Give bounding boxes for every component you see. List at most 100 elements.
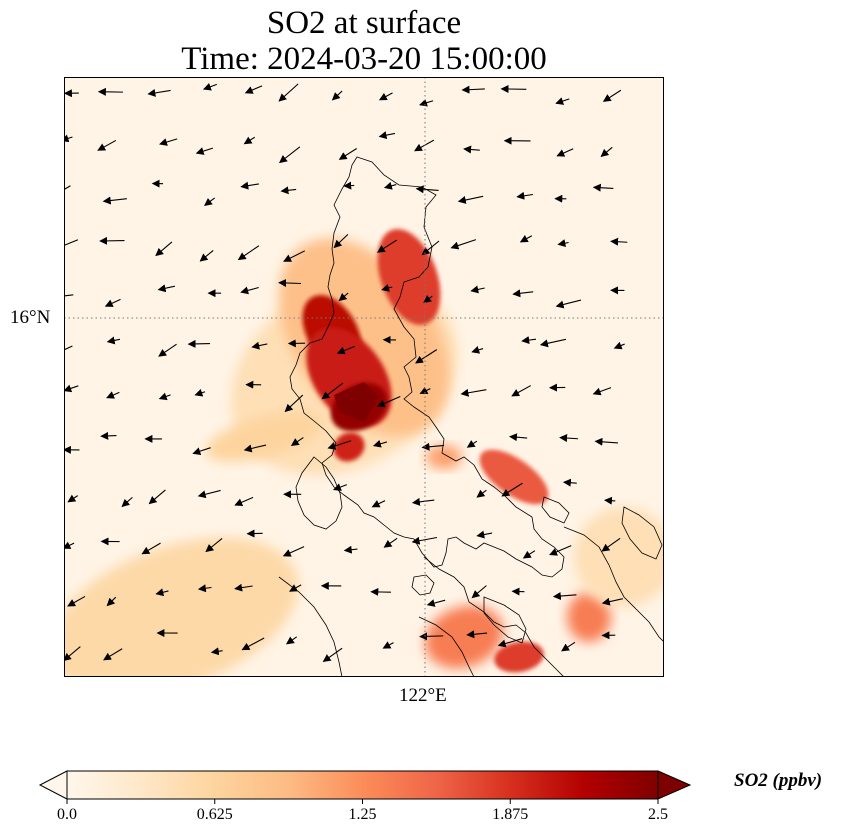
so2-plume: [205, 412, 323, 462]
wind-arrow: [321, 382, 344, 400]
wind-arrow: [419, 386, 431, 394]
colorbar-extend-low: [38, 770, 68, 800]
wind-arrow: [67, 494, 79, 503]
wind-arrow: [463, 145, 480, 154]
wind-arrow: [102, 196, 127, 205]
wind-arrow: [343, 181, 355, 190]
wind-arrow: [64, 646, 81, 662]
map-title-line1: SO2 at surface: [266, 5, 462, 41]
wind-arrow: [414, 139, 435, 152]
wind-arrow: [378, 131, 396, 140]
coastline-island-d: [418, 616, 475, 677]
wind-arrow: [411, 536, 438, 545]
wind-arrow: [423, 295, 433, 304]
wind-arrow: [204, 197, 215, 207]
wind-arrow: [471, 346, 484, 354]
wind-arrow: [476, 489, 487, 498]
wind-arrow: [197, 584, 212, 593]
latitude-tick-label: 16°N: [10, 307, 51, 328]
so2-plume: [425, 605, 503, 669]
wind-arrow: [333, 233, 349, 249]
wind-arrow: [331, 90, 343, 101]
coastline-peninsula: [423, 556, 565, 677]
wind-arrow: [602, 89, 622, 102]
wind-arrow: [509, 433, 528, 442]
wind-arrow: [147, 88, 171, 97]
wind-arrow: [64, 185, 71, 191]
wind-arrow: [600, 146, 613, 158]
wind-arrow: [511, 385, 531, 397]
wind-arrow: [106, 391, 120, 399]
so2-plume: [333, 432, 365, 462]
wind-arrow: [613, 341, 625, 350]
coastline-island-a: [411, 574, 435, 596]
coastline-island-f: [541, 496, 570, 524]
wind-arrow: [383, 181, 397, 190]
wind-arrow: [461, 85, 485, 94]
wind-arrow: [476, 530, 493, 539]
wind-arrow: [562, 478, 577, 487]
wind-arrow: [243, 444, 267, 453]
wind-arrow: [421, 442, 445, 451]
wind-arrow: [450, 239, 477, 250]
wind-arrow: [601, 597, 623, 606]
wind-arrow: [522, 550, 536, 559]
wind-arrow: [604, 496, 616, 505]
wind-arrow: [338, 292, 349, 302]
wind-arrow: [471, 585, 487, 599]
wind-arrow: [64, 134, 73, 143]
wind-arrow: [559, 434, 579, 443]
wind-arrow: [557, 239, 569, 248]
wind-arrow: [106, 596, 117, 607]
wind-arrow: [378, 92, 393, 101]
wind-arrow: [251, 341, 268, 350]
colorbar: [38, 770, 692, 804]
wind-arrow: [104, 298, 121, 307]
wind-arrow: [148, 489, 166, 505]
wind-arrow: [470, 285, 485, 294]
wind-arrow: [601, 537, 621, 552]
wind-arrow: [519, 235, 533, 243]
wind-arrow: [411, 497, 435, 506]
coastline-island-g: [621, 506, 663, 560]
wind-arrow: [279, 146, 301, 164]
wind-arrow: [197, 489, 221, 499]
wind-arrow: [64, 345, 73, 351]
wind-arrow: [332, 483, 348, 491]
wind-arrow: [155, 588, 169, 597]
wind-arrow: [289, 584, 302, 592]
wind-arrow: [278, 278, 301, 287]
wind-arrow: [210, 647, 223, 656]
wind-arrow: [552, 592, 577, 601]
wind-arrow: [64, 239, 79, 247]
wind-arrow: [539, 338, 567, 348]
wind-arrow: [234, 496, 254, 506]
coastline-island-b: [563, 526, 664, 643]
coastline-island-e: [483, 596, 527, 644]
wind-arrow: [243, 136, 256, 145]
wind-arrow: [67, 595, 86, 607]
coastline-mindoro: [295, 456, 343, 530]
wind-arrow: [592, 387, 612, 396]
wind-arrow: [338, 148, 357, 160]
wind-arrow: [555, 97, 570, 105]
wind-arrow: [382, 641, 394, 649]
wind-arrow: [195, 147, 214, 155]
wind-arrow: [501, 482, 523, 497]
wind-arrow: [327, 440, 352, 450]
colorbar-tick-label: 0.625: [196, 806, 233, 823]
wind-arrow: [64, 541, 75, 549]
wind-arrow: [415, 185, 439, 194]
wind-arrow: [426, 599, 446, 607]
wind-arrow: [383, 537, 398, 548]
wind-arrow: [244, 85, 263, 94]
wind-arrow: [592, 183, 614, 192]
wind-arrow: [284, 394, 304, 413]
wind-arrow: [278, 83, 299, 102]
wind-arrow: [421, 240, 440, 256]
colorbar-gradient: [66, 770, 659, 800]
so2-plume: [567, 592, 611, 642]
wind-arrow: [241, 637, 265, 651]
wind-arrow: [103, 648, 123, 661]
so2-plume: [479, 449, 549, 505]
